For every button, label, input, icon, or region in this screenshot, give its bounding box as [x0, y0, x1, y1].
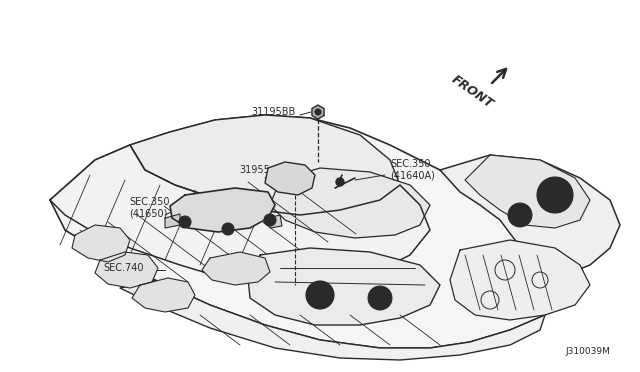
Circle shape	[336, 178, 344, 186]
Text: 31195BB: 31195BB	[252, 107, 296, 117]
Polygon shape	[248, 248, 440, 325]
Polygon shape	[120, 280, 545, 360]
Polygon shape	[265, 162, 315, 195]
Polygon shape	[130, 115, 400, 215]
Circle shape	[368, 286, 392, 310]
Circle shape	[306, 281, 334, 309]
Polygon shape	[440, 155, 620, 275]
Circle shape	[264, 214, 276, 226]
Text: FRONT: FRONT	[449, 73, 495, 111]
Polygon shape	[132, 278, 195, 312]
Polygon shape	[170, 188, 275, 232]
Polygon shape	[450, 240, 590, 320]
Polygon shape	[312, 105, 324, 119]
Circle shape	[315, 109, 321, 115]
Text: SEC.350
(41650): SEC.350 (41650)	[129, 197, 170, 219]
Polygon shape	[72, 225, 130, 262]
Polygon shape	[268, 215, 282, 228]
Polygon shape	[95, 252, 158, 288]
Polygon shape	[270, 168, 430, 238]
Polygon shape	[465, 155, 590, 228]
Polygon shape	[50, 115, 575, 348]
Circle shape	[508, 203, 532, 227]
Text: SEC.350
(41640A): SEC.350 (41640A)	[390, 159, 435, 181]
Text: SEC.740: SEC.740	[104, 263, 144, 273]
Text: 31955: 31955	[239, 165, 270, 175]
Polygon shape	[202, 252, 270, 285]
Circle shape	[222, 223, 234, 235]
Circle shape	[179, 216, 191, 228]
Polygon shape	[165, 214, 180, 228]
Text: J310039M: J310039M	[565, 347, 610, 356]
Circle shape	[537, 177, 573, 213]
Polygon shape	[50, 145, 430, 285]
